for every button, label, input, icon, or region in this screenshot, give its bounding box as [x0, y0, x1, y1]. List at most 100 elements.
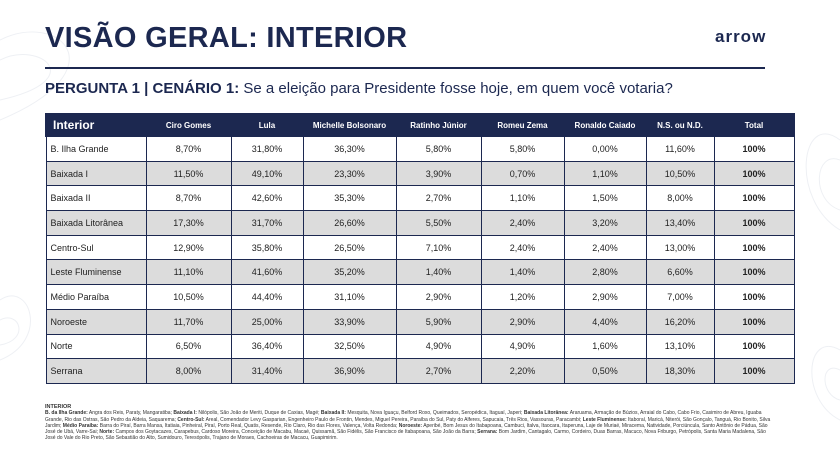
table-row: Serrana 8,00% 31,40% 36,90% 2,70% 2,20% 0,50% 1…	[45, 358, 795, 384]
percent-cell: 31,10%	[302, 284, 397, 310]
table-row: B. Ilha Grande 8,70% 31,80% 36,30% 5,80% 5,80…	[45, 136, 795, 162]
table-row: Norte 6,50% 36,40% 32,50% 4,90% 4,90% 1,60% 13,…	[45, 333, 795, 360]
total-cell: 100%	[713, 284, 795, 310]
percent-cell: 1,50%	[563, 185, 647, 212]
table-row: Médio Paraíba 10,50% 44,40% 31,10% 2,90% 1,20…	[45, 284, 795, 310]
footnote-cities: Mesquita, Nova Iguaçu, Belford Roxo, Que…	[347, 410, 523, 417]
percent-cell: 4,90%	[395, 333, 482, 360]
footnote-region: Noroeste:	[398, 422, 423, 429]
footnote-cities: Angra dos Reis, Paraty, Mangaratiba;	[88, 410, 172, 417]
percent-cell: 35,80%	[230, 234, 304, 261]
percent-cell: 5,50%	[395, 210, 482, 236]
percent-cell: 10,50%	[645, 160, 715, 187]
percent-cell: 35,30%	[302, 185, 397, 212]
column-header: N.S. ou N.D.	[645, 113, 715, 137]
question-label: PERGUNTA 1 | CENÁRIO 1:	[45, 80, 240, 97]
footnote-cities: Itaboraí, Maricá, Niterói, São Gonçalo, …	[45, 416, 771, 429]
percent-cell: 49,10%	[230, 160, 304, 187]
percent-cell: 3,90%	[395, 160, 482, 187]
total-cell: 100%	[713, 333, 795, 360]
region-cell: Leste Fluminense	[45, 259, 147, 286]
region-cell: Serrana	[45, 358, 147, 384]
column-header: Lula	[230, 113, 304, 137]
total-cell: 100%	[713, 210, 795, 236]
percent-cell: 0,50%	[563, 358, 647, 384]
percent-cell: 10,50%	[145, 284, 232, 310]
table-header-row: Interior Ciro Gomes Lula Michelle Bolson…	[45, 113, 795, 137]
percent-cell: 17,30%	[145, 210, 232, 236]
percent-cell: 2,90%	[480, 308, 565, 335]
percent-cell: 8,70%	[145, 136, 232, 162]
total-cell: 100%	[713, 358, 795, 384]
brand-logo: arrow	[715, 27, 767, 46]
percent-cell: 11,70%	[145, 308, 232, 335]
region-cell: Centro-Sul	[45, 234, 147, 261]
percent-cell: 0,00%	[563, 136, 647, 162]
percent-cell: 33,90%	[302, 308, 397, 335]
percent-cell: 1,40%	[480, 259, 565, 286]
total-cell: 100%	[713, 185, 795, 212]
footnote-cities: Nilópolis, São João de Meriti, Duque de …	[198, 410, 320, 417]
footnote-region-list: INTERIOR B. da Ilha Grande: Angra dos Re…	[45, 404, 775, 442]
percent-cell: 5,80%	[395, 136, 482, 162]
percent-cell: 7,00%	[645, 284, 715, 310]
percent-cell: 31,70%	[230, 210, 304, 236]
percent-cell: 7,10%	[395, 234, 482, 261]
table-row: Baixada II 8,70% 42,60% 35,30% 2,70% 1,10% 1,5…	[45, 185, 795, 212]
column-header: Romeu Zema	[480, 113, 565, 137]
percent-cell: 2,70%	[395, 185, 482, 212]
percent-cell: 12,90%	[145, 234, 232, 261]
percent-cell: 18,30%	[645, 358, 715, 384]
total-cell: 100%	[713, 234, 795, 261]
percent-cell: 31,40%	[230, 358, 304, 384]
footnote-region: Médio Paraíba:	[62, 422, 99, 429]
column-header: Interior	[45, 113, 147, 137]
total-cell: 100%	[713, 259, 795, 286]
percent-cell: 4,90%	[480, 333, 565, 360]
percent-cell: 6,60%	[645, 259, 715, 286]
percent-cell: 1,10%	[563, 160, 647, 187]
region-cell: Baixada I	[45, 160, 147, 187]
percent-cell: 41,60%	[230, 259, 304, 286]
table-row: Baixada I 11,50% 49,10% 23,30% 3,90% 0,70% 1,1…	[45, 160, 795, 187]
percent-cell: 42,60%	[230, 185, 304, 212]
footnote-region: Baixada I:	[173, 410, 197, 417]
results-table: Interior Ciro Gomes Lula Michelle Bolson…	[45, 113, 795, 384]
footnote-region: Baixada Litorânea:	[523, 410, 569, 417]
percent-cell: 1,60%	[563, 333, 647, 360]
footnote-region: B. da Ilha Grande:	[45, 410, 88, 417]
table-row: Baixada Litorânea 17,30% 31,70% 26,60% 5,50%…	[45, 210, 795, 236]
percent-cell: 36,40%	[230, 333, 304, 360]
footnote-body: B. da Ilha Grande: Angra dos Reis, Parat…	[45, 410, 775, 441]
total-cell: 100%	[713, 136, 795, 162]
percent-cell: 2,20%	[480, 358, 565, 384]
percent-cell: 25,00%	[230, 308, 304, 335]
percent-cell: 35,20%	[302, 259, 397, 286]
footnote-cities: Aperibé, Bom Jesus do Itabapoana, Cambuc…	[45, 422, 768, 436]
percent-cell: 26,60%	[302, 210, 397, 236]
footnote-region: Centro-Sul:	[177, 416, 205, 423]
total-cell: 100%	[713, 160, 795, 187]
page-title: VISÃO GERAL: INTERIOR	[45, 22, 408, 54]
percent-cell: 26,50%	[302, 234, 397, 261]
percent-cell: 2,40%	[480, 234, 565, 261]
region-cell: Baixada II	[45, 185, 147, 212]
title-divider	[45, 67, 765, 69]
column-header: Total	[713, 113, 795, 137]
percent-cell: 2,40%	[480, 210, 565, 236]
percent-cell: 1,10%	[480, 185, 565, 212]
footnote-cities: Bom Jardim, Cantagalo, Carmo, Cordeiro, …	[45, 429, 766, 442]
region-cell: B. Ilha Grande	[45, 136, 147, 162]
percent-cell: 32,50%	[302, 333, 397, 360]
footnote-title: INTERIOR	[45, 404, 72, 410]
percent-cell: 31,80%	[230, 136, 304, 162]
percent-cell: 11,50%	[145, 160, 232, 187]
region-cell: Baixada Litorânea	[45, 210, 147, 236]
column-header: Ronaldo Caiado	[563, 113, 647, 137]
percent-cell: 2,90%	[563, 284, 647, 310]
region-cell: Médio Paraíba	[45, 284, 147, 310]
percent-cell: 8,70%	[145, 185, 232, 212]
percent-cell: 11,10%	[145, 259, 232, 286]
percent-cell: 0,70%	[480, 160, 565, 187]
column-header: Michelle Bolsonaro	[302, 113, 397, 137]
